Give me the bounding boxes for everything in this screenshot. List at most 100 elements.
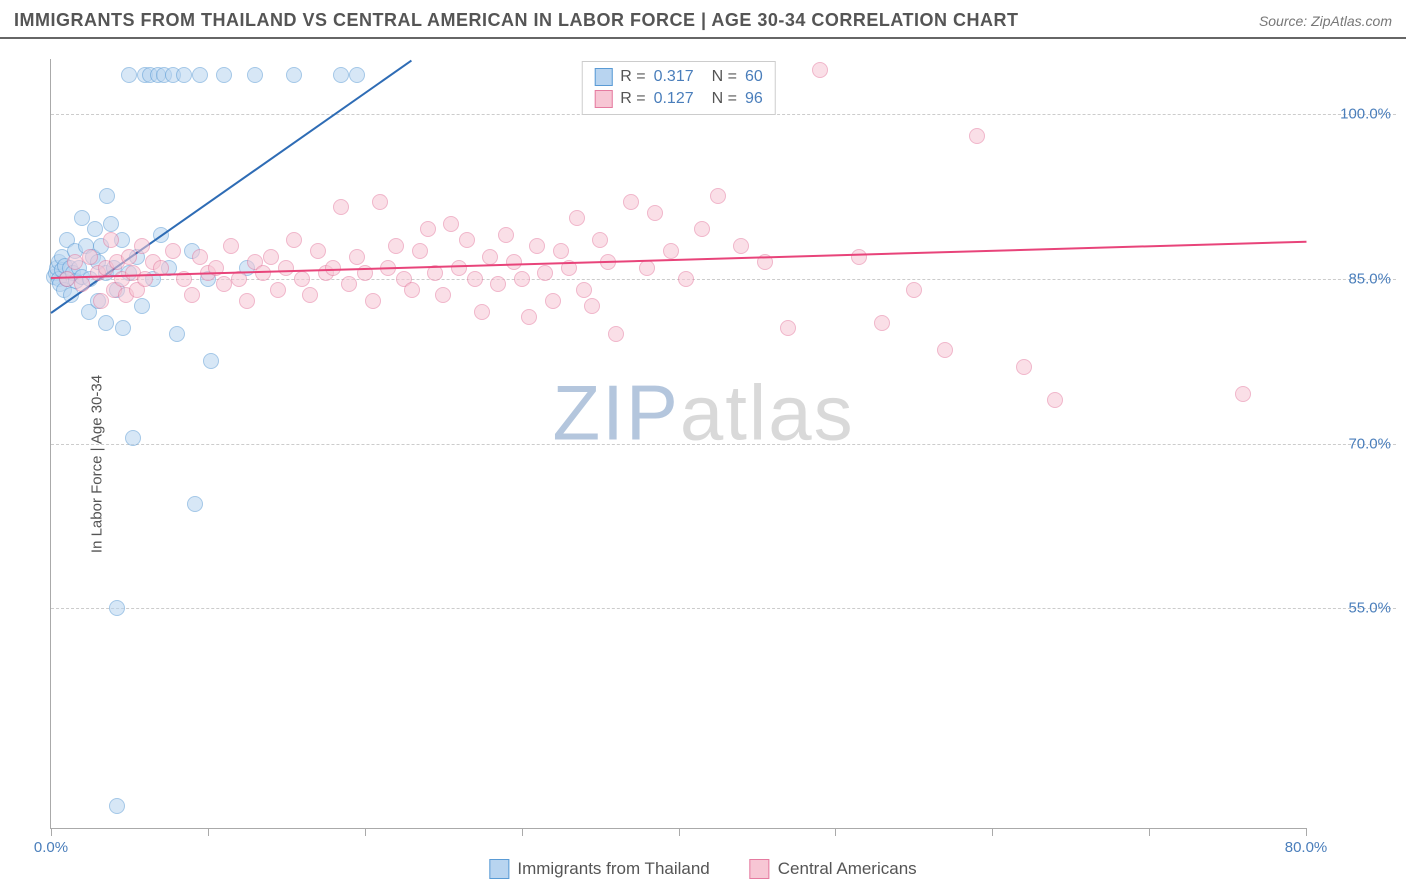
data-point [192, 249, 208, 265]
data-point [294, 271, 310, 287]
legend-swatch [750, 859, 770, 879]
data-point [694, 221, 710, 237]
data-point [537, 265, 553, 281]
data-point [341, 276, 357, 292]
data-point [514, 271, 530, 287]
data-point [969, 128, 985, 144]
data-point [67, 254, 83, 270]
data-point [134, 298, 150, 314]
data-point [103, 232, 119, 248]
data-point [569, 210, 585, 226]
data-point [639, 260, 655, 276]
source-attribution: Source: ZipAtlas.com [1259, 13, 1392, 29]
data-point [115, 320, 131, 336]
legend-n-value: 60 [745, 68, 763, 86]
gridline [51, 279, 1396, 280]
data-point [82, 249, 98, 265]
legend-r-label: R = [620, 68, 645, 86]
data-point [349, 249, 365, 265]
data-point [851, 249, 867, 265]
legend-swatch [594, 90, 612, 108]
data-point [490, 276, 506, 292]
data-point [302, 287, 318, 303]
data-point [216, 67, 232, 83]
series-legend-label: Immigrants from Thailand [517, 859, 709, 879]
data-point [592, 232, 608, 248]
data-point [184, 287, 200, 303]
x-tick-mark [835, 828, 836, 836]
data-point [121, 67, 137, 83]
y-tick-label: 85.0% [1348, 270, 1391, 287]
data-point [647, 205, 663, 221]
legend-swatch [594, 68, 612, 86]
data-point [443, 216, 459, 232]
data-point [165, 243, 181, 259]
series-legend-label: Central Americans [778, 859, 917, 879]
data-point [733, 238, 749, 254]
data-point [333, 67, 349, 83]
data-point [1016, 359, 1032, 375]
legend-r-value: 0.127 [654, 90, 694, 108]
data-point [286, 67, 302, 83]
data-point [263, 249, 279, 265]
data-point [365, 293, 381, 309]
legend-swatch [489, 859, 509, 879]
data-point [109, 798, 125, 814]
series-legend-item: Central Americans [750, 859, 917, 879]
gridline [51, 608, 1396, 609]
data-point [420, 221, 436, 237]
x-tick-mark [365, 828, 366, 836]
series-legend-item: Immigrants from Thailand [489, 859, 709, 879]
data-point [1235, 386, 1251, 402]
title-bar: IMMIGRANTS FROM THAILAND VS CENTRAL AMER… [0, 0, 1406, 39]
data-point [255, 265, 271, 281]
data-point [482, 249, 498, 265]
data-point [498, 227, 514, 243]
data-point [780, 320, 796, 336]
legend-r-label: R = [620, 90, 645, 108]
data-point [663, 243, 679, 259]
data-point [623, 194, 639, 210]
legend-n-value: 96 [745, 90, 763, 108]
data-point [349, 67, 365, 83]
plot-area: ZIPatlas R =0.317N =60R =0.127N =96 55.0… [50, 59, 1306, 829]
data-point [286, 232, 302, 248]
data-point [906, 282, 922, 298]
data-point [310, 243, 326, 259]
data-point [93, 293, 109, 309]
data-point [521, 309, 537, 325]
data-point [187, 496, 203, 512]
legend-n-label: N = [712, 90, 737, 108]
data-point [333, 199, 349, 215]
gridline [51, 444, 1396, 445]
data-point [404, 282, 420, 298]
data-point [812, 62, 828, 78]
x-tick-mark [992, 828, 993, 836]
legend-n-label: N = [712, 68, 737, 86]
data-point [109, 600, 125, 616]
data-point [87, 221, 103, 237]
data-point [169, 326, 185, 342]
data-point [125, 430, 141, 446]
data-point [388, 238, 404, 254]
x-tick-mark [522, 828, 523, 836]
data-point [576, 282, 592, 298]
data-point [278, 260, 294, 276]
data-point [192, 67, 208, 83]
x-tick-mark [208, 828, 209, 836]
data-point [710, 188, 726, 204]
data-point [121, 249, 137, 265]
x-tick-mark [1306, 828, 1307, 836]
y-tick-label: 70.0% [1348, 435, 1391, 452]
data-point [553, 243, 569, 259]
data-point [103, 216, 119, 232]
data-point [176, 67, 192, 83]
data-point [451, 260, 467, 276]
data-point [1047, 392, 1063, 408]
legend-r-value: 0.317 [654, 68, 694, 86]
data-point [529, 238, 545, 254]
y-tick-label: 55.0% [1348, 600, 1391, 617]
data-point [216, 276, 232, 292]
data-point [874, 315, 890, 331]
data-point [474, 304, 490, 320]
